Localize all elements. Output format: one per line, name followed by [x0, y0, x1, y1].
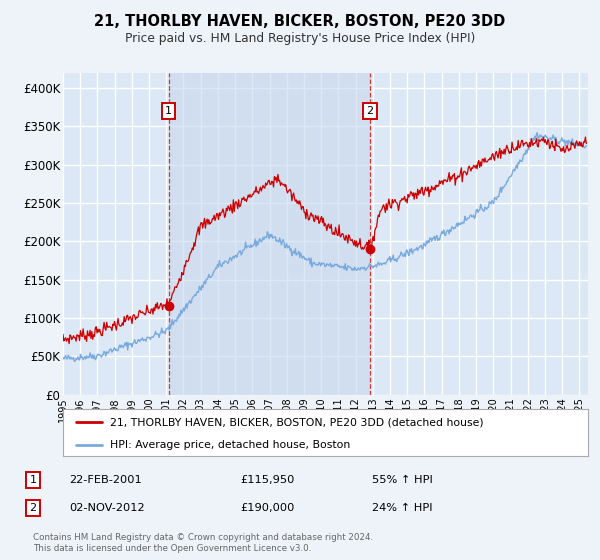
Text: HPI: Average price, detached house, Boston: HPI: Average price, detached house, Bost… — [110, 440, 350, 450]
Bar — [169, 73, 370, 395]
Text: Price paid vs. HM Land Registry's House Price Index (HPI): Price paid vs. HM Land Registry's House … — [125, 32, 475, 45]
Text: 55% ↑ HPI: 55% ↑ HPI — [372, 475, 433, 485]
Text: 24% ↑ HPI: 24% ↑ HPI — [372, 503, 433, 513]
Text: 02-NOV-2012: 02-NOV-2012 — [69, 503, 145, 513]
Text: 22-FEB-2001: 22-FEB-2001 — [69, 475, 142, 485]
Text: Contains HM Land Registry data © Crown copyright and database right 2024.
This d: Contains HM Land Registry data © Crown c… — [33, 533, 373, 553]
Text: 1: 1 — [165, 106, 172, 116]
Text: £190,000: £190,000 — [240, 503, 295, 513]
Text: 2: 2 — [367, 106, 374, 116]
Text: 21, THORLBY HAVEN, BICKER, BOSTON, PE20 3DD: 21, THORLBY HAVEN, BICKER, BOSTON, PE20 … — [94, 14, 506, 29]
Text: 21, THORLBY HAVEN, BICKER, BOSTON, PE20 3DD (detached house): 21, THORLBY HAVEN, BICKER, BOSTON, PE20 … — [110, 417, 484, 427]
Text: £115,950: £115,950 — [240, 475, 295, 485]
Text: 1: 1 — [29, 475, 37, 485]
Text: 2: 2 — [29, 503, 37, 513]
